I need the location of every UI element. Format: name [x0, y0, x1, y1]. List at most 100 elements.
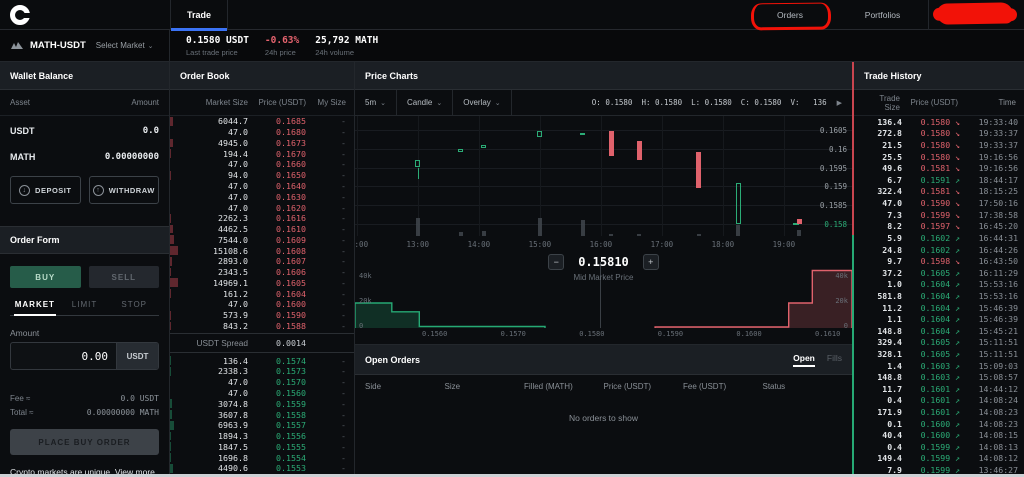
order-book-price[interactable]: 0.1608 [276, 245, 306, 256]
order-book-price[interactable]: 0.1555 [276, 441, 306, 452]
trade-size: 136.4 [877, 116, 902, 127]
order-book-price[interactable]: 0.1573 [276, 366, 306, 377]
amount-input[interactable]: 0.00 USDT [10, 342, 159, 370]
trade-history-row: 329.4 0.1605 ↗ 15:11:51 [854, 337, 1024, 349]
trade-time: 15:09:03 [978, 360, 1018, 371]
tab-open[interactable]: Open [793, 353, 815, 367]
order-book-price[interactable]: 0.1559 [276, 398, 306, 409]
chart-style-dropdown[interactable]: Candle ⌄ [397, 90, 454, 115]
candle-up [537, 131, 543, 138]
candle-up [458, 148, 464, 153]
view-more-link[interactable]: View more [114, 467, 155, 477]
trade-time: 15:11:51 [978, 337, 1018, 348]
market-selector[interactable]: MATH-USDT Select Market ⌄ [0, 30, 170, 61]
trade-time: 19:33:37 [978, 140, 1018, 151]
order-book-price[interactable]: 0.1574 [276, 355, 306, 366]
trade-time: 15:11:51 [978, 348, 1018, 359]
order-book-ask-row: 47.0 0.1600 - [170, 299, 354, 310]
order-book-price[interactable]: 0.1640 [276, 180, 306, 191]
order-book-price[interactable]: 0.1685 [276, 116, 306, 127]
wallet-balance-header: Wallet Balance [0, 62, 169, 90]
depth-bids-line [355, 302, 546, 328]
order-book-price[interactable]: 0.1558 [276, 409, 306, 420]
order-book-price[interactable]: 0.1588 [276, 320, 306, 331]
depth-bar [170, 321, 171, 331]
order-book-price[interactable]: 0.1570 [276, 377, 306, 388]
trade-size: 11.2 [882, 302, 902, 313]
24h-volume: 25,792 MATH [315, 34, 379, 46]
order-book-price[interactable]: 0.1620 [276, 202, 306, 213]
order-book-price[interactable]: 0.1609 [276, 234, 306, 245]
place-buy-order-button[interactable]: PLACE BUY ORDER [10, 429, 159, 455]
trade-history-row: 149.4 0.1599 ↗ 14:08:12 [854, 453, 1024, 465]
coinbase-logo-icon[interactable] [10, 5, 31, 25]
order-book-price[interactable]: 0.1606 [276, 267, 306, 278]
order-book-price[interactable]: 0.1553 [276, 463, 306, 474]
annotation-orders-circle [750, 2, 832, 31]
trade-history-row: 21.5 0.1580 ↘ 19:33:37 [854, 139, 1024, 151]
interval-dropdown[interactable]: 5m ⌄ [355, 90, 397, 115]
chevron-down-icon: ⌄ [147, 42, 154, 50]
tab-trade[interactable]: Trade [170, 0, 228, 31]
order-book-price[interactable]: 0.1556 [276, 431, 306, 442]
trade-time: 19:16:56 [978, 163, 1018, 174]
market-size: 6963.9 [218, 420, 248, 431]
zoom-in-button[interactable]: + [642, 254, 659, 270]
my-size: - [341, 116, 346, 127]
window-bottom-edge [0, 474, 1024, 477]
trade-size: 47.0 [882, 198, 902, 209]
order-book-price[interactable]: 0.1560 [276, 387, 306, 398]
my-size: - [341, 387, 346, 398]
gridline [355, 205, 852, 207]
deposit-button[interactable]: ↓ DEPOSIT [10, 176, 81, 204]
order-book-price[interactable]: 0.1660 [276, 159, 306, 170]
tab-limit[interactable]: LIMIT [71, 300, 98, 309]
nav-orders-button[interactable]: Orders [777, 10, 803, 20]
trade-size: 37.2 [882, 267, 902, 278]
order-book-price[interactable]: 0.1600 [276, 299, 306, 310]
order-book-price[interactable]: 0.1610 [276, 224, 306, 235]
order-book-price[interactable]: 0.1670 [276, 148, 306, 159]
tab-stop[interactable]: STOP [121, 300, 147, 309]
trade-price: 0.1580 ↘ [920, 116, 960, 127]
24h-change: -0.63% [264, 34, 300, 46]
trade-price: 0.1600 ↗ [920, 418, 960, 429]
order-book-price[interactable]: 0.1650 [276, 170, 306, 181]
trade-time: 19:16:56 [978, 151, 1018, 162]
tab-market[interactable]: MARKET [10, 300, 60, 316]
open-orders-panel: Open Orders Open Fills Side Size Filled … [355, 344, 852, 477]
order-book-price[interactable]: 0.1554 [276, 452, 306, 463]
order-book-price[interactable]: 0.1590 [276, 310, 306, 321]
order-book-price[interactable]: 0.1604 [276, 288, 306, 299]
tab-fills[interactable]: Fills [826, 352, 842, 363]
play-icon[interactable]: ▶ [836, 99, 842, 107]
amount-value[interactable]: 0.00 [81, 349, 109, 363]
order-book-header: Order Book [170, 62, 354, 90]
overlay-dropdown[interactable]: Overlay ⌄ [453, 90, 512, 115]
chevron-down-icon: ⌄ [380, 99, 386, 107]
order-book-price[interactable]: 0.1557 [276, 420, 306, 431]
price-charts-panel: Price Charts 5m ⌄ Candle ⌄ Overlay ⌄ O: 0.1… [355, 62, 852, 477]
deposit-arrow-icon: ↓ [19, 184, 31, 196]
trade-history-row: 8.2 0.1597 ↘ 16:45:20 [854, 220, 1024, 232]
volume-bar [481, 231, 486, 236]
withdraw-button[interactable]: ↑ WITHDRAW [88, 176, 159, 204]
buy-button[interactable]: BUY [10, 266, 81, 288]
order-book-price[interactable]: 0.1607 [276, 256, 306, 267]
trade-size: 149.4 [877, 453, 902, 464]
gridline [722, 116, 724, 236]
trade-size: 328.1 [877, 348, 902, 359]
zoom-out-button[interactable]: − [548, 254, 565, 270]
order-book-price[interactable]: 0.1630 [276, 191, 306, 202]
sell-button[interactable]: SELL [88, 266, 159, 288]
order-book-price[interactable]: 0.1673 [276, 137, 306, 148]
balance-row-usdt: USDT 0.0 [10, 126, 159, 136]
order-book-price[interactable]: 0.1605 [276, 277, 306, 288]
my-size: - [341, 377, 346, 388]
my-size: - [341, 409, 346, 420]
order-book-price[interactable]: 0.1680 [276, 127, 306, 138]
order-book-price[interactable]: 0.1616 [276, 213, 306, 224]
depth-x-label: 0.1580 [579, 330, 605, 338]
my-size: - [341, 170, 346, 181]
nav-portfolios-button[interactable]: Portfolios [864, 10, 901, 20]
